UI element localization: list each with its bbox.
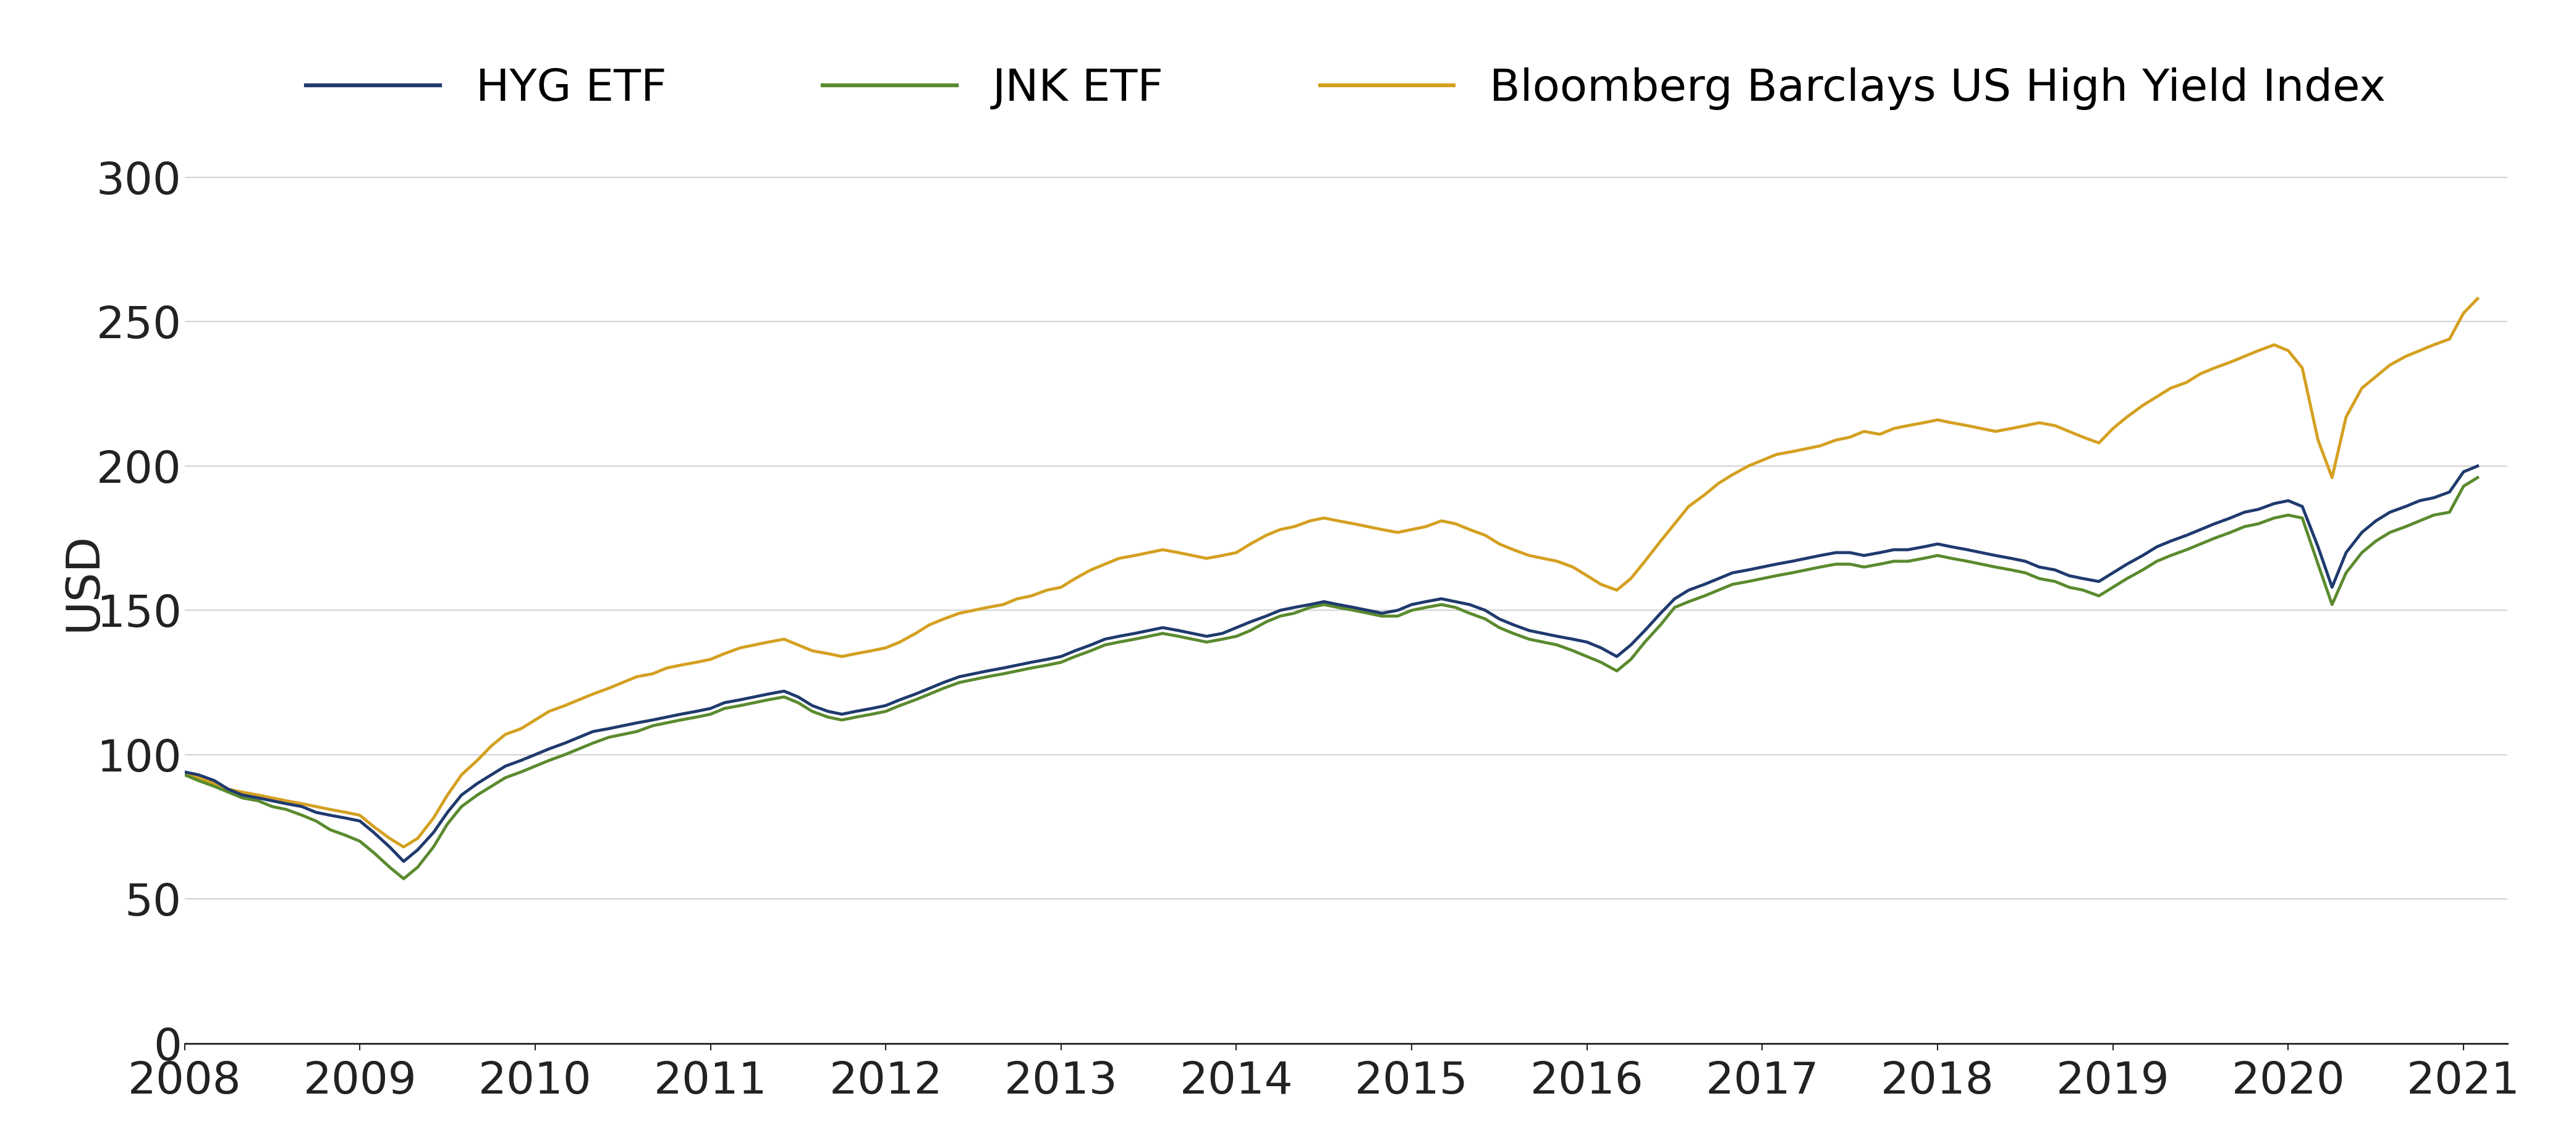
Y-axis label: USD: USD: [62, 532, 106, 631]
Legend: HYG ETF, JNK ETF, Bloomberg Barclays US High Yield Index: HYG ETF, JNK ETF, Bloomberg Barclays US …: [289, 50, 2403, 128]
